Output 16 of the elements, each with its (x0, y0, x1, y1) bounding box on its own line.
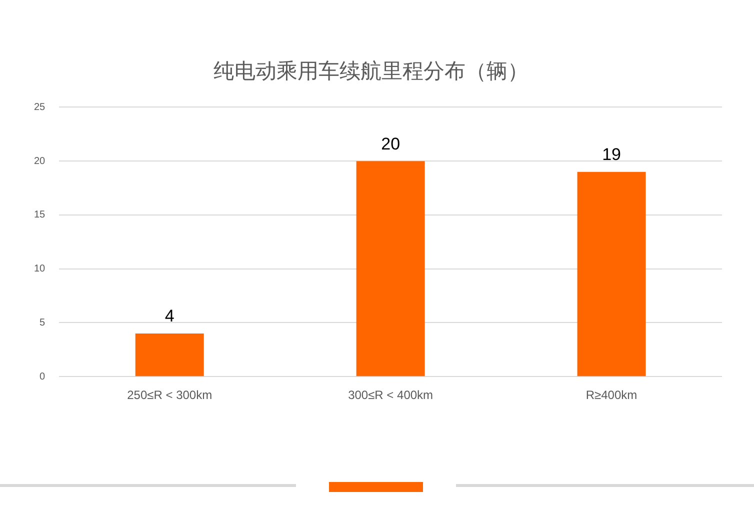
bar (356, 161, 425, 376)
y-tick-label: 5 (40, 317, 46, 328)
data-label: 4 (164, 306, 174, 326)
x-tick-label: R≥400km (586, 388, 638, 402)
x-tick-label: 300≤R < 400km (348, 388, 434, 402)
y-tick-label: 20 (34, 156, 46, 167)
data-label: 19 (602, 145, 621, 164)
x-tick-label: 250≤R < 300km (127, 388, 212, 402)
data-label: 20 (381, 134, 400, 154)
y-tick-label: 15 (34, 210, 46, 221)
y-tick-label: 0 (40, 371, 46, 382)
y-tick-label: 25 (34, 102, 46, 113)
bar (135, 333, 204, 376)
bar (577, 172, 646, 376)
chart-title: 纯电动乘用车续航里程分布（辆） (214, 59, 528, 84)
y-tick-label: 10 (34, 264, 46, 275)
